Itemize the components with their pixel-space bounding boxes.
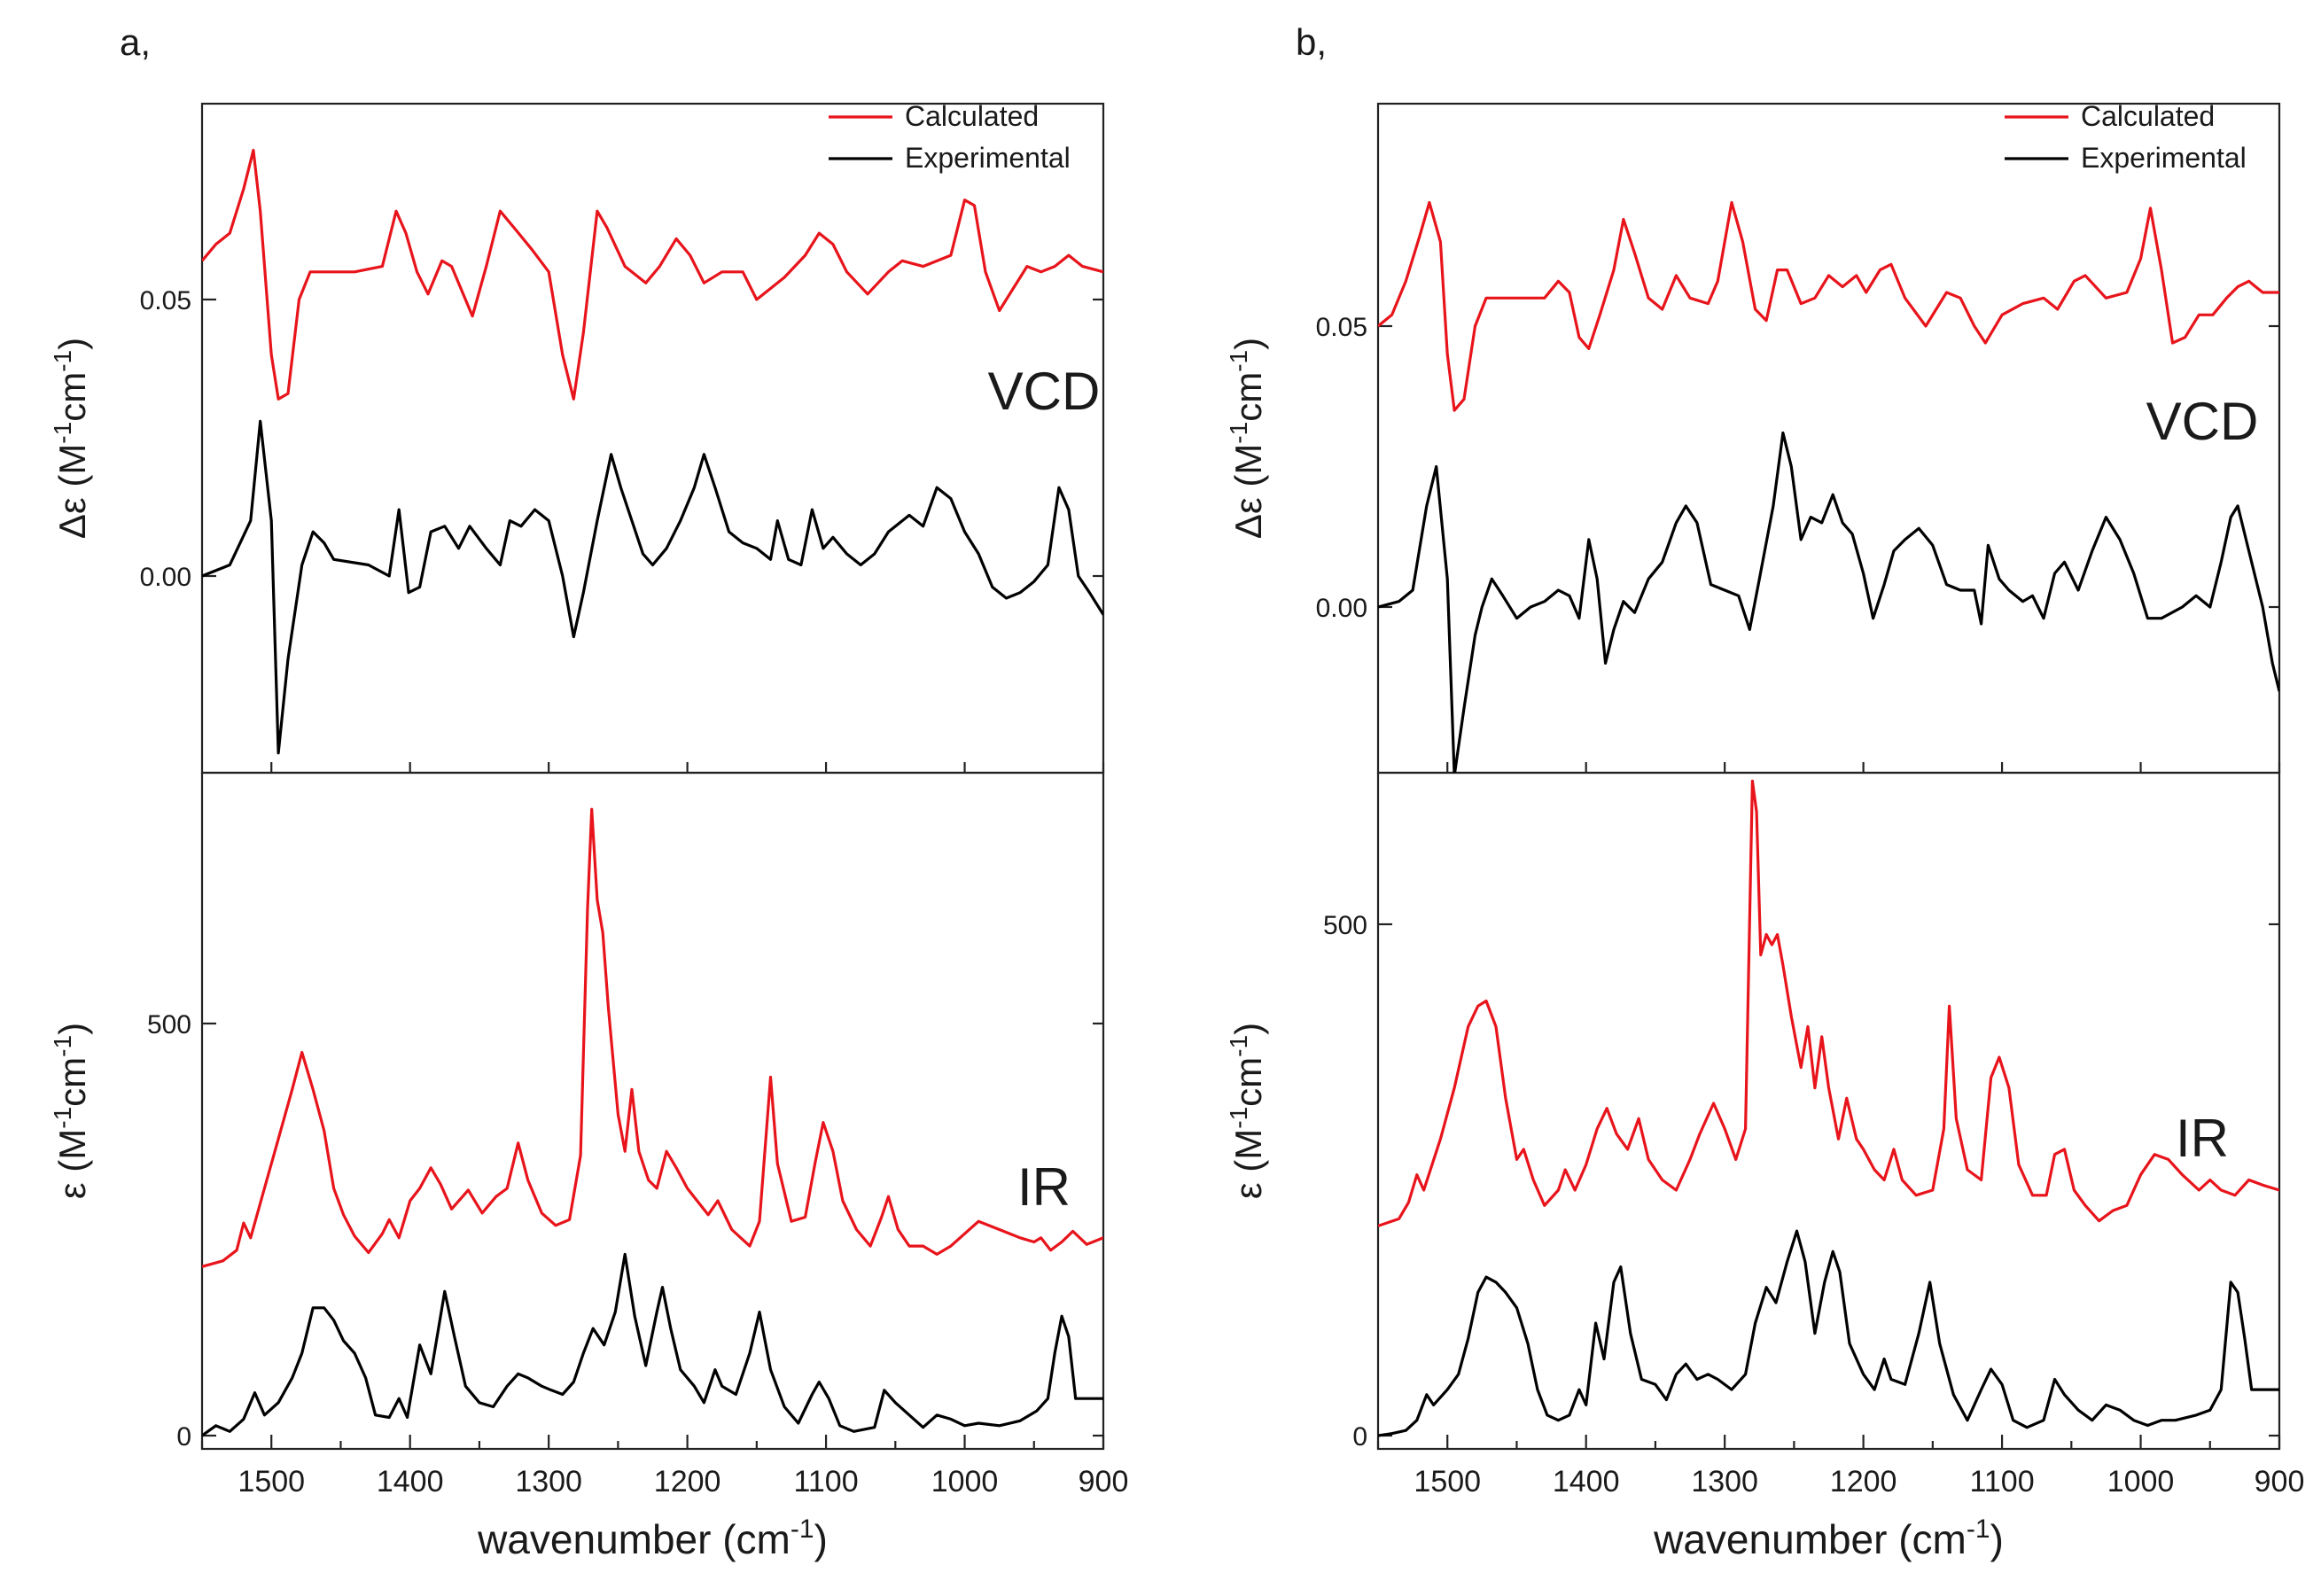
x-axis-title: wavenumber (cm-1) xyxy=(1653,1514,2004,1562)
y-tick-label: 500 xyxy=(1323,911,1367,940)
y-axis-title-part: ε (M xyxy=(51,1129,93,1199)
panel-label: b, xyxy=(1296,21,1327,63)
y-tick-label: 0.05 xyxy=(140,286,191,315)
x-axis-title-close: ) xyxy=(1990,1516,2004,1562)
y-axis-title-part: -1 xyxy=(1225,422,1252,444)
vcd-plot-frame xyxy=(1376,102,2281,775)
x-tick-label: 1000 xyxy=(931,1465,999,1499)
x-tick-label: 1300 xyxy=(515,1465,582,1499)
x-tick-label: 900 xyxy=(1079,1465,1129,1499)
y-tick-label: 0.05 xyxy=(1316,313,1367,342)
ir-y-axis-title: ε (M-1cm-1) xyxy=(49,1023,93,1199)
ir-plot-frame xyxy=(200,771,1105,1451)
y-tick-label: 0 xyxy=(1352,1422,1367,1452)
y-axis-title-part: -1 xyxy=(1225,350,1252,372)
y-axis-title-part: ) xyxy=(51,1023,93,1035)
vcd-section-label: VCD xyxy=(2146,392,2259,451)
y-axis-title-part: -1 xyxy=(1225,1107,1252,1129)
y-axis-title-part: -1 xyxy=(49,422,76,444)
y-tick-label: 0 xyxy=(176,1422,191,1452)
y-axis-title-part: cm xyxy=(1227,372,1269,422)
y-axis-title-part: cm xyxy=(1227,1057,1269,1107)
x-tick-label: 1400 xyxy=(377,1465,444,1499)
vcd-experimental-series-line xyxy=(1378,431,2279,773)
y-axis-title-part: Δε (M xyxy=(1227,444,1269,539)
y-tick-label: 0.00 xyxy=(140,563,191,592)
ir-experimental-series-line xyxy=(1378,1229,2279,1437)
x-tick-label: 1500 xyxy=(1414,1465,1481,1499)
y-tick-label: 0.00 xyxy=(1316,594,1367,623)
x-tick-label: 1200 xyxy=(654,1465,721,1499)
legend-label-experimental: Experimental xyxy=(905,142,1071,174)
x-tick-label: 1400 xyxy=(1553,1465,1620,1499)
legend-label-calculated: Calculated xyxy=(905,100,1039,132)
x-tick-label: 1500 xyxy=(238,1465,305,1499)
panel-a: a, 1500 1400 1300 1200 1100 1000 900 wavenumber … xyxy=(49,21,1128,1562)
x-tick-label: 1200 xyxy=(1830,1465,1897,1499)
ir-y-axis-title: ε (M-1cm-1) xyxy=(1225,1023,1269,1199)
vcd-experimental-series-line xyxy=(202,419,1103,755)
ir-plot-frame xyxy=(1376,771,2281,1451)
vcd-calculated-series-line xyxy=(202,148,1103,401)
y-axis-title-part: Δε (M xyxy=(51,444,93,539)
y-axis-title-part: -1 xyxy=(49,350,76,372)
x-axis-title-sup: -1 xyxy=(791,1514,814,1544)
vcd-section-label: VCD xyxy=(988,362,1101,421)
y-axis-title-part: ) xyxy=(1227,338,1269,350)
legend-label-experimental: Experimental xyxy=(2081,142,2247,174)
x-tick-label: 1100 xyxy=(794,1465,859,1499)
y-axis-title-part: ) xyxy=(1227,1023,1269,1035)
y-axis-title-part: cm xyxy=(51,1057,93,1107)
vcd-calculated-series-line xyxy=(1378,200,2279,412)
ir-calculated-series-line xyxy=(202,807,1103,1268)
x-axis-title-main: wavenumber (cm xyxy=(477,1516,791,1562)
legend-label-calculated: Calculated xyxy=(2081,100,2215,132)
x-axis-title: wavenumber (cm-1) xyxy=(477,1514,828,1562)
x-tick-label: 900 xyxy=(2255,1465,2305,1499)
ir-calculated-series-line xyxy=(1378,779,2279,1227)
y-axis-title-part: ) xyxy=(51,338,93,350)
ir-experimental-series-line xyxy=(202,1252,1103,1437)
x-tick-label: 1300 xyxy=(1691,1465,1758,1499)
ir-section-label: IR xyxy=(2176,1109,2229,1168)
x-axis-title-close: ) xyxy=(814,1516,828,1562)
x-axis-title-main: wavenumber (cm xyxy=(1653,1516,1967,1562)
panel-b: b, 1500 1400 1300 1200 1100 1000 900 wavenumber … xyxy=(1225,21,2304,1562)
y-tick-label: 500 xyxy=(147,1010,191,1039)
x-tick-label: 1000 xyxy=(2107,1465,2175,1499)
ir-section-label: IR xyxy=(1017,1157,1071,1217)
y-axis-title-part: ε (M xyxy=(1227,1129,1269,1199)
y-axis-title-part: cm xyxy=(51,372,93,422)
vcd-y-axis-title: Δε (M-1cm-1) xyxy=(49,338,93,539)
vcd-y-axis-title: Δε (M-1cm-1) xyxy=(1225,338,1269,539)
x-tick-label: 1100 xyxy=(1970,1465,2035,1499)
y-axis-title-part: -1 xyxy=(49,1107,76,1129)
panel-label: a, xyxy=(120,21,151,63)
y-axis-title-part: -1 xyxy=(49,1035,76,1057)
y-axis-title-part: -1 xyxy=(1225,1035,1252,1057)
x-axis-title-sup: -1 xyxy=(1967,1514,1990,1544)
vcd-plot-frame xyxy=(200,102,1105,775)
